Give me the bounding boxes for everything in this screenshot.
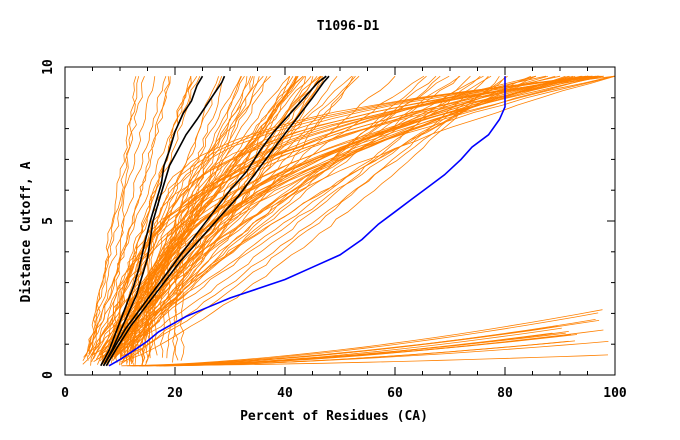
background-series-line: [101, 75, 294, 363]
background-series-line: [141, 334, 572, 367]
x-tick-label: 40: [277, 386, 293, 401]
background-series-line: [130, 312, 599, 367]
background-series-line: [132, 75, 614, 356]
background-series-line: [166, 75, 593, 359]
background-series-line: [88, 76, 145, 355]
highlighted-series-group: [100, 75, 506, 367]
background-series-line: [121, 75, 461, 357]
background-series-group: [82, 75, 616, 367]
background-series-line: [146, 75, 587, 358]
background-series-line: [141, 75, 549, 361]
background-series-line: [112, 76, 291, 356]
background-series-line: [117, 75, 547, 359]
background-series-line: [90, 76, 242, 356]
series-line-black-2: [102, 75, 226, 367]
y-axis-label: Distance Cutoff, A: [19, 161, 34, 302]
background-series-line: [103, 76, 298, 364]
x-tick-label: 100: [603, 386, 627, 401]
background-series-line: [179, 75, 599, 361]
background-series-line: [90, 75, 264, 366]
y-tick-label: 10: [41, 59, 56, 75]
background-series-line: [142, 75, 566, 354]
background-series-line: [88, 76, 192, 354]
background-series-line: [120, 75, 500, 363]
background-series-line: [174, 75, 616, 361]
background-series-line: [144, 75, 600, 366]
background-series-line: [89, 76, 171, 354]
background-series-line: [148, 75, 597, 359]
background-series-line: [120, 75, 437, 365]
background-series-line: [160, 75, 592, 358]
y-tick-label: 0: [41, 371, 56, 379]
x-tick-label: 0: [61, 386, 69, 401]
background-series-line: [129, 75, 507, 359]
background-series-line: [87, 76, 192, 357]
background-series-line: [86, 76, 156, 361]
background-series-line: [91, 76, 140, 362]
background-series-line: [115, 75, 508, 357]
y-tick-label: 5: [41, 217, 56, 225]
x-tick-label: 20: [167, 386, 183, 401]
x-tick-label: 80: [497, 386, 513, 401]
chart-title: T1096-D1: [317, 19, 380, 34]
background-series-line: [113, 75, 570, 355]
series-line-blue: [108, 76, 506, 367]
background-series-line: [121, 309, 603, 367]
series-line-black-3: [102, 75, 327, 367]
background-series-line: [142, 319, 596, 367]
x-axis-label: Percent of Residues (CA): [240, 409, 428, 424]
background-series-line: [133, 320, 600, 367]
series-line-black-4: [105, 75, 330, 367]
background-series-line: [134, 75, 616, 366]
x-tick-label: 60: [387, 386, 403, 401]
background-series-line: [172, 75, 602, 363]
background-series-line: [97, 75, 484, 365]
axes-group: 0 20 40 60 80 100 0 5 10: [41, 59, 627, 401]
series-line-black-1: [100, 75, 204, 367]
background-series-line: [146, 341, 609, 367]
